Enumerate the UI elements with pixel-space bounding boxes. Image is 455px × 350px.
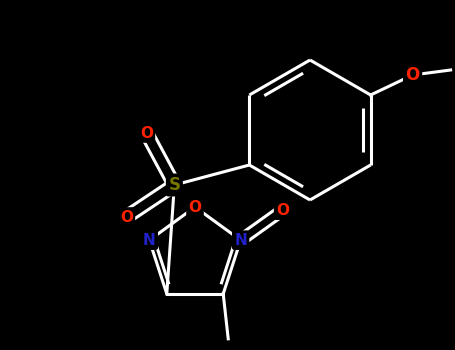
Text: N: N [143, 233, 156, 248]
Text: O: O [188, 199, 202, 215]
Text: O: O [120, 210, 133, 224]
Text: O: O [140, 126, 153, 140]
Text: N: N [234, 233, 247, 248]
Text: O: O [405, 66, 420, 84]
Text: O: O [276, 203, 289, 218]
Text: S: S [168, 176, 180, 194]
